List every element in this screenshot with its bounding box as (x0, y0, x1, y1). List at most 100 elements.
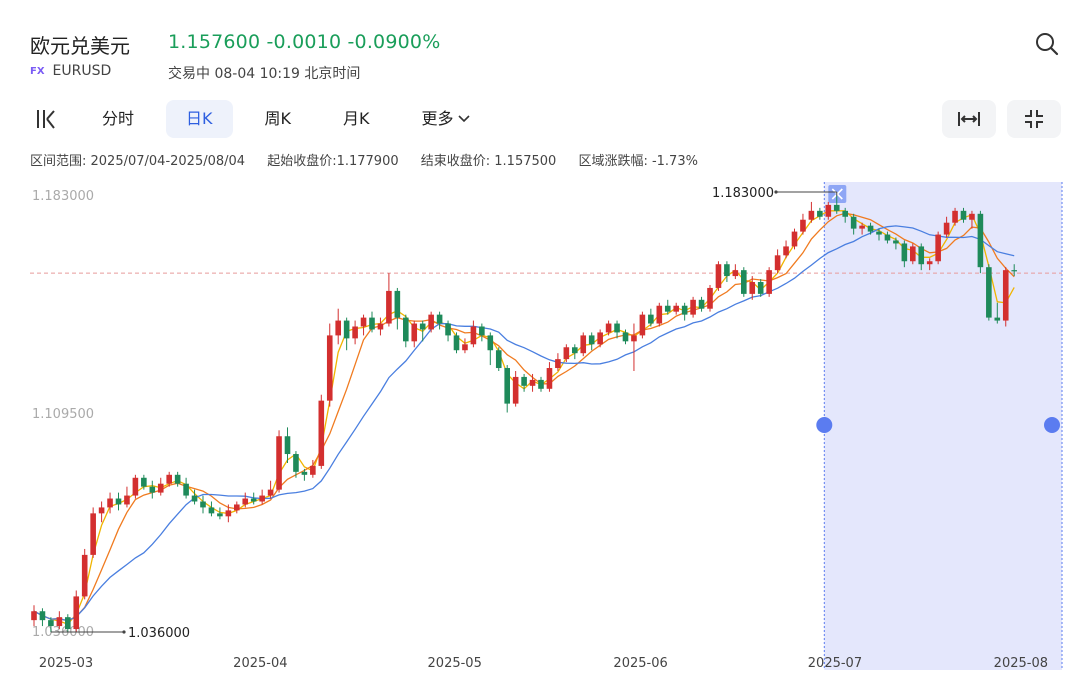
candle (521, 373, 527, 392)
candle (191, 489, 198, 505)
candle-body (774, 255, 781, 271)
candle (555, 353, 561, 371)
candle (850, 213, 857, 235)
candle-body (73, 596, 80, 630)
tab-intraday[interactable]: 分时 (102, 109, 135, 128)
tab-more[interactable]: 更多 (402, 100, 491, 138)
tab-monthly-k[interactable]: 月K (343, 109, 370, 128)
candle-body (910, 246, 916, 262)
min-price-label: 1.036000 (128, 626, 190, 641)
candle (588, 332, 595, 351)
candle-body (403, 317, 409, 342)
candle (572, 344, 578, 360)
selection-handle-right[interactable] (1044, 417, 1060, 433)
candle (360, 314, 367, 336)
candle (276, 430, 282, 493)
candle (183, 477, 189, 499)
candle (394, 287, 401, 330)
candle-body (732, 270, 739, 277)
candle (174, 471, 181, 487)
candle (208, 501, 215, 517)
candle-body (453, 335, 460, 351)
candle (986, 264, 992, 321)
candle (453, 332, 460, 354)
candle (622, 329, 629, 345)
candle-body (208, 507, 215, 514)
candle (65, 614, 71, 632)
candle (31, 605, 37, 627)
candle (690, 296, 696, 318)
candle-body (132, 477, 139, 496)
candle (842, 207, 848, 223)
candle (960, 207, 967, 223)
search-icon[interactable] (1034, 31, 1060, 57)
candle (656, 302, 663, 327)
candle (157, 477, 164, 496)
candle (1011, 264, 1017, 277)
candle-body (707, 287, 713, 309)
candle (267, 480, 274, 499)
kline-indicator-icon[interactable] (30, 104, 60, 134)
collapse-button[interactable] (1007, 100, 1061, 138)
candle-body (386, 290, 392, 324)
range-start-close: 起始收盘价:1.177900 (267, 154, 399, 169)
tab-weekly-k[interactable]: 周K (264, 109, 292, 128)
candle (98, 501, 105, 523)
candle-body (833, 204, 840, 211)
candle (994, 302, 1001, 324)
ma-mid-line (33, 212, 1015, 622)
candle-body (81, 554, 88, 597)
candle-body (605, 323, 612, 333)
candle (876, 228, 882, 241)
candle (445, 320, 451, 342)
candle (107, 492, 113, 514)
candle-body (757, 282, 764, 294)
candle-body (259, 495, 265, 502)
candle (833, 196, 840, 214)
candle-body (436, 314, 443, 324)
fit-width-button[interactable] (942, 100, 996, 138)
candle (538, 376, 544, 392)
tab-daily-k[interactable]: 日K (166, 100, 233, 138)
candle (335, 308, 341, 345)
candle (681, 302, 688, 321)
candle-body (825, 204, 832, 217)
candle-body (741, 270, 747, 294)
candle (504, 365, 510, 413)
candle (943, 216, 950, 238)
candle (563, 344, 570, 363)
candle (732, 264, 739, 280)
candle-body (538, 379, 544, 389)
candle-body (969, 213, 975, 220)
candle (825, 201, 832, 220)
candle (926, 258, 933, 271)
tab-more-label: 更多 (421, 109, 454, 128)
candle-body (918, 246, 925, 265)
candle-body (56, 617, 63, 627)
candle (141, 474, 147, 490)
candle-body (850, 216, 857, 229)
candle-body (462, 344, 468, 351)
candle (901, 240, 908, 268)
candle-body (1011, 270, 1017, 272)
candle (403, 314, 409, 348)
candle-body (766, 270, 772, 294)
candle (343, 317, 350, 351)
candle-body (800, 219, 806, 232)
candle (673, 302, 679, 315)
y-tick-label: 1.109500 (32, 407, 94, 422)
selection-handle-left[interactable] (816, 417, 833, 433)
candle-body (445, 323, 451, 336)
candle-body (656, 305, 663, 324)
candle (428, 311, 434, 333)
candle-body (639, 314, 646, 336)
candle-body (926, 261, 933, 265)
candle (605, 320, 612, 336)
candle (495, 347, 502, 371)
candle-body (310, 465, 316, 475)
candle (910, 243, 916, 265)
candle (741, 267, 747, 297)
close-cross-icon (831, 188, 843, 200)
candle-body (90, 513, 96, 555)
